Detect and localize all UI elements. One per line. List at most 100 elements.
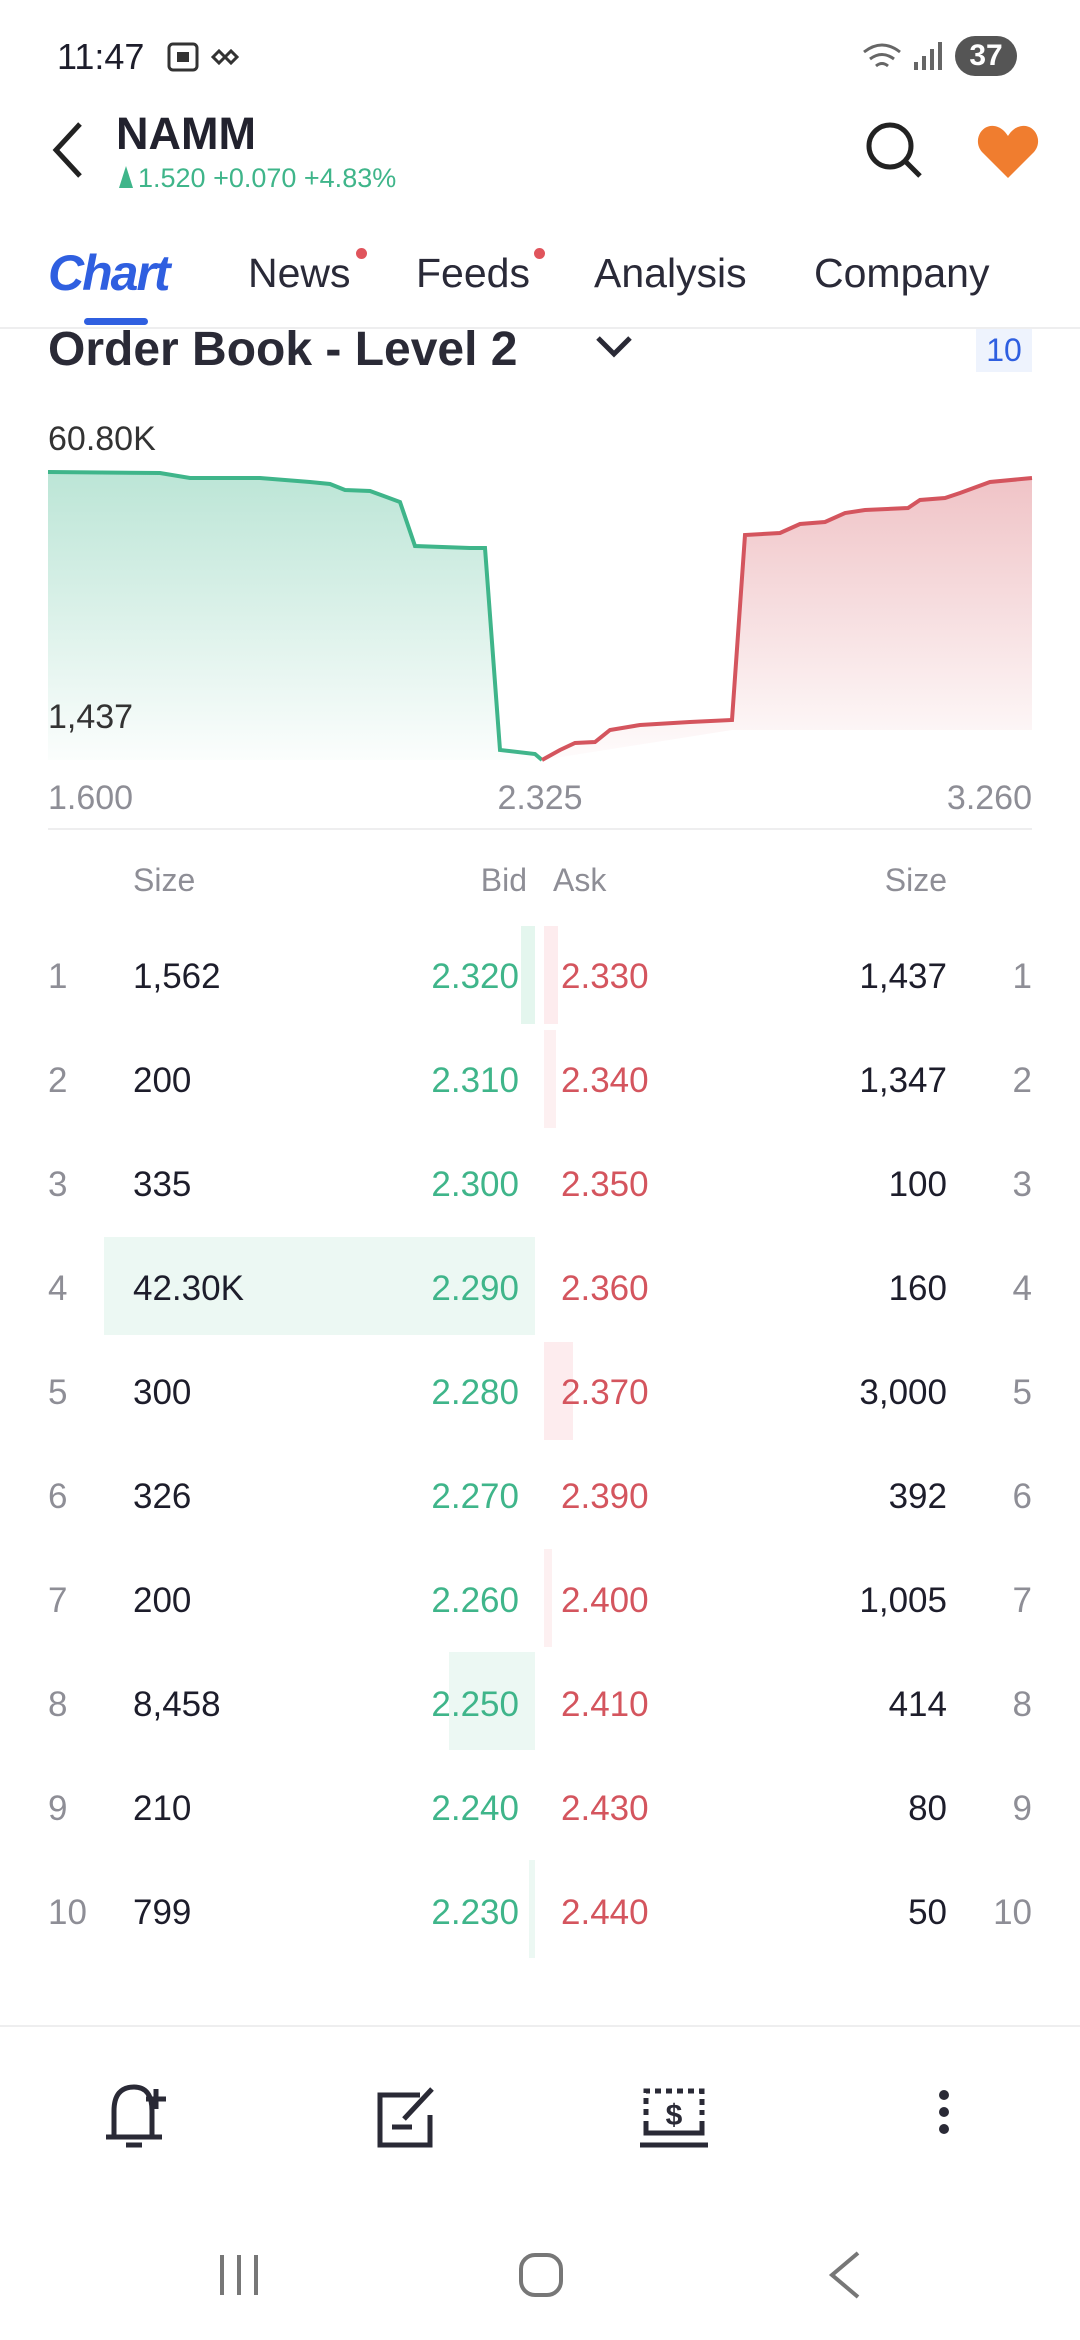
- ask-rank: 6: [1012, 1477, 1032, 1516]
- nav-home[interactable]: [519, 2253, 563, 2297]
- chart-x-label: 1.600: [48, 779, 134, 817]
- tab-indicator: [84, 318, 148, 325]
- tab-news[interactable]: News: [248, 250, 351, 296]
- ask-size: 414: [888, 1685, 947, 1724]
- ask-size: 80: [908, 1789, 947, 1828]
- bid-price: 2.300: [431, 1165, 519, 1204]
- header-bid-size: Size: [133, 862, 196, 898]
- ask-price: 2.350: [561, 1165, 649, 1204]
- tab-company[interactable]: Company: [814, 250, 990, 296]
- alert-button[interactable]: [106, 2084, 166, 2148]
- ask-price: 2.370: [561, 1373, 649, 1412]
- bid-rank: 10: [48, 1893, 87, 1932]
- tab-analysis[interactable]: Analysis: [594, 250, 747, 296]
- depth-selector[interactable]: 10: [976, 328, 1032, 372]
- ask-size: 3,000: [859, 1373, 947, 1412]
- ask-bar: [544, 1342, 573, 1440]
- ask-rank: 4: [1012, 1269, 1032, 1308]
- battery: 37: [955, 36, 1017, 76]
- ask-rank: 3: [1012, 1165, 1032, 1204]
- chart-y-top: 60.80K: [48, 420, 156, 458]
- bid-bar: [521, 926, 535, 1024]
- ask-size: 392: [888, 1477, 947, 1516]
- up-arrow: [119, 166, 133, 188]
- bid-bar: [104, 1237, 535, 1335]
- bid-rank: 2: [48, 1061, 68, 1100]
- chart-x-label: 2.325: [497, 779, 583, 817]
- toolbar: $: [106, 2084, 949, 2148]
- tab-chart[interactable]: Chart: [48, 245, 171, 301]
- badge-dot: [356, 248, 367, 259]
- order-row: 4 42.30K 2.290 2.360 160 4: [0, 1237, 1080, 1341]
- chart-y-bottom: 1,437: [48, 698, 134, 736]
- ask-price: 2.440: [561, 1893, 649, 1932]
- ask-size: 160: [888, 1269, 947, 1308]
- ask-size: 100: [888, 1165, 947, 1204]
- trade-button[interactable]: $: [640, 2088, 708, 2148]
- tab-feeds[interactable]: Feeds: [416, 250, 530, 296]
- header-ask: Ask: [553, 862, 607, 898]
- ask-price: 2.330: [561, 957, 649, 996]
- bid-size: 200: [133, 1581, 192, 1620]
- nav-recents[interactable]: [220, 2255, 258, 2295]
- bid-rank: 3: [48, 1165, 68, 1204]
- ask-rank: 7: [1012, 1581, 1032, 1620]
- ask-price: 2.430: [561, 1789, 649, 1828]
- bid-bar: [529, 1860, 535, 1958]
- ask-bar: [544, 926, 558, 1024]
- back-button[interactable]: [48, 120, 88, 180]
- ask-price: 2.340: [561, 1061, 649, 1100]
- search-button[interactable]: [864, 120, 924, 182]
- bid-size: 200: [133, 1061, 192, 1100]
- order-row: 1 1,562 2.320 2.330 1,437 1: [0, 925, 1080, 1029]
- ask-rank: 9: [1012, 1789, 1032, 1828]
- bid-bar: [449, 1652, 535, 1750]
- ask-price: 2.390: [561, 1477, 649, 1516]
- bid-price: 2.320: [431, 957, 519, 996]
- status-icons: [167, 42, 240, 72]
- header-bid: Bid: [480, 862, 527, 898]
- badge-dot: [534, 248, 545, 259]
- signal-icons: [863, 42, 942, 70]
- bid-size: 799: [133, 1893, 192, 1932]
- ask-price: 2.400: [561, 1581, 649, 1620]
- bid-size: 1,562: [133, 957, 221, 996]
- ask-bar: [544, 1549, 552, 1647]
- svg-text:$: $: [666, 2099, 683, 2132]
- dropdown-chevron[interactable]: [594, 332, 634, 362]
- bid-size: 42.30K: [133, 1269, 244, 1308]
- header-ask-size: Size: [884, 862, 947, 898]
- section-title[interactable]: Order Book - Level 2: [48, 328, 518, 376]
- ticker-quote: 1.520 +0.070 +4.83%: [138, 163, 397, 193]
- favorite-button[interactable]: [976, 122, 1040, 180]
- ask-size: 1,437: [859, 957, 947, 996]
- divider: [48, 828, 1032, 830]
- bid-rank: 8: [48, 1685, 68, 1724]
- order-row: 10 799 2.230 2.440 50 10: [0, 1861, 1080, 1965]
- order-row: 6 326 2.270 2.390 392 6: [0, 1445, 1080, 1549]
- more-button[interactable]: [939, 2090, 949, 2134]
- bid-price: 2.260: [431, 1581, 519, 1620]
- bid-rank: 5: [48, 1373, 68, 1412]
- ask-price: 2.410: [561, 1685, 649, 1724]
- bid-rank: 7: [48, 1581, 68, 1620]
- bid-size: 326: [133, 1477, 192, 1516]
- bid-price: 2.230: [431, 1893, 519, 1932]
- section-header: Order Book - Level 2 10: [0, 328, 1080, 388]
- order-row: 5 300 2.280 2.370 3,000 5: [0, 1341, 1080, 1445]
- ask-size: 1,005: [859, 1581, 947, 1620]
- depth-chart: [47, 470, 1033, 762]
- ask-size: 50: [908, 1893, 947, 1932]
- ask-rank: 10: [993, 1893, 1032, 1932]
- order-row: 3 335 2.300 2.350 100 3: [0, 1133, 1080, 1237]
- order-row: 9 210 2.240 2.430 80 9: [0, 1757, 1080, 1861]
- ask-size: 1,347: [859, 1061, 947, 1100]
- divider: [0, 327, 1080, 329]
- note-button[interactable]: [377, 2087, 434, 2148]
- bid-rank: 4: [48, 1269, 68, 1308]
- bid-price: 2.290: [431, 1269, 519, 1308]
- status-time: 11:47: [57, 36, 145, 77]
- bid-size: 300: [133, 1373, 192, 1412]
- nav-back[interactable]: [828, 2251, 860, 2299]
